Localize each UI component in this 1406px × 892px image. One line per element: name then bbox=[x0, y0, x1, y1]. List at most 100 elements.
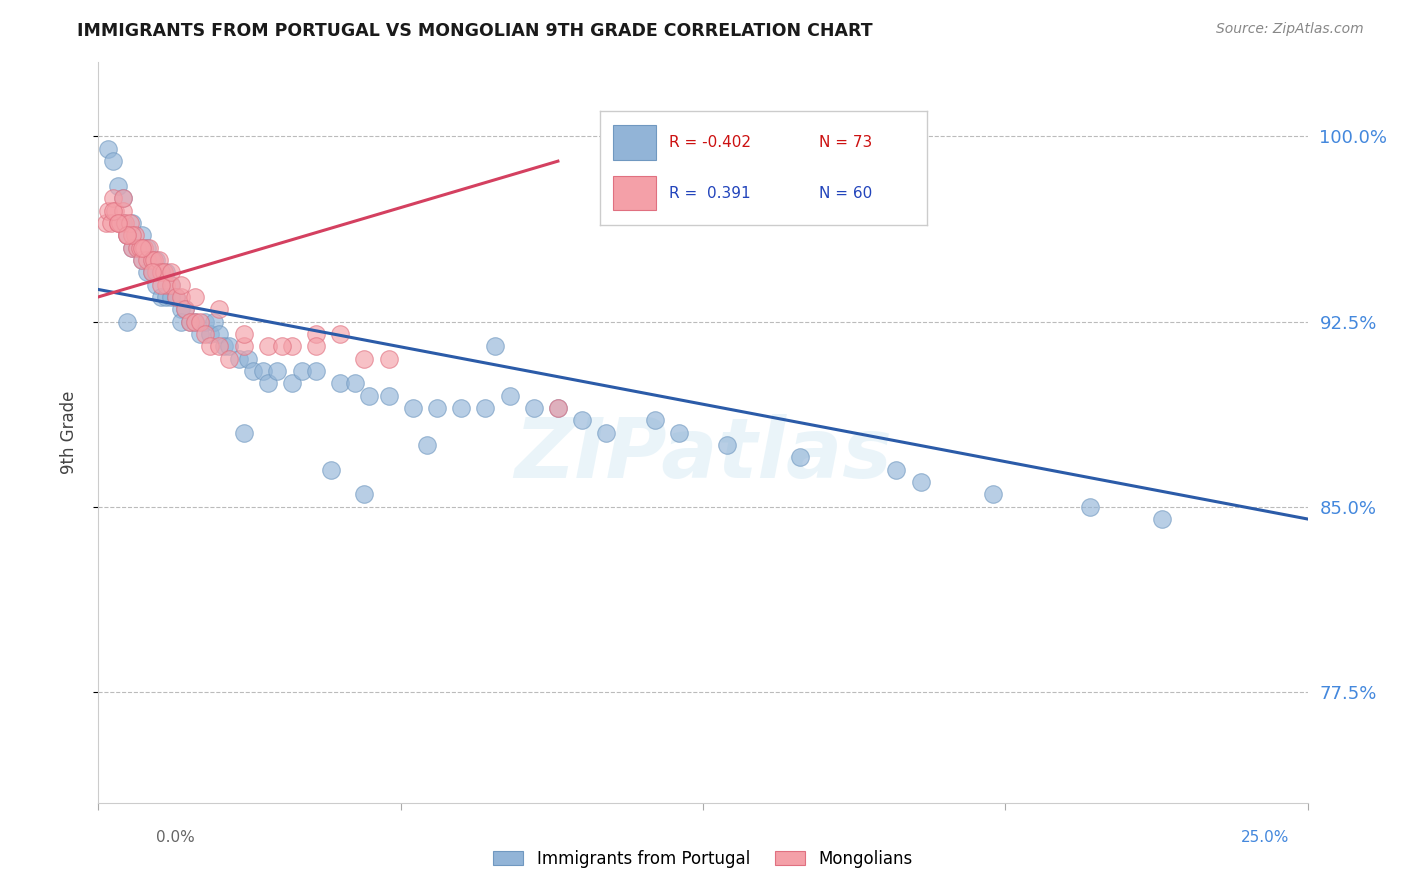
Point bbox=[319, 462, 342, 476]
Point bbox=[232, 326, 254, 341]
Point bbox=[169, 290, 191, 304]
Point bbox=[131, 228, 153, 243]
Point bbox=[155, 265, 177, 279]
Point bbox=[184, 314, 207, 328]
Point bbox=[353, 487, 375, 501]
Point bbox=[104, 203, 127, 218]
Point bbox=[150, 265, 173, 279]
Point bbox=[141, 252, 163, 267]
Point bbox=[1152, 512, 1174, 526]
Text: Source: ZipAtlas.com: Source: ZipAtlas.com bbox=[1216, 22, 1364, 37]
Point bbox=[188, 314, 211, 328]
Point bbox=[121, 228, 143, 243]
Point bbox=[716, 438, 738, 452]
Point bbox=[194, 314, 217, 328]
Point bbox=[135, 252, 157, 267]
Point bbox=[305, 326, 328, 341]
Point bbox=[148, 252, 170, 267]
Point bbox=[117, 314, 139, 328]
Point bbox=[101, 191, 124, 205]
Point bbox=[571, 413, 593, 427]
Point bbox=[160, 265, 183, 279]
Point bbox=[208, 339, 231, 353]
Point bbox=[305, 364, 328, 378]
Point bbox=[343, 376, 366, 391]
Point bbox=[131, 252, 153, 267]
Point bbox=[377, 351, 399, 366]
Point bbox=[145, 265, 167, 279]
Point bbox=[305, 339, 328, 353]
Point bbox=[131, 240, 153, 254]
Point bbox=[160, 277, 183, 292]
Point bbox=[127, 240, 149, 254]
Point bbox=[212, 339, 235, 353]
Point bbox=[426, 401, 449, 415]
Point bbox=[121, 240, 143, 254]
Point bbox=[118, 216, 141, 230]
Point bbox=[290, 364, 312, 378]
Point bbox=[111, 191, 134, 205]
Point bbox=[547, 401, 569, 415]
Point bbox=[121, 216, 143, 230]
Text: IMMIGRANTS FROM PORTUGAL VS MONGOLIAN 9TH GRADE CORRELATION CHART: IMMIGRANTS FROM PORTUGAL VS MONGOLIAN 9T… bbox=[77, 22, 873, 40]
Point bbox=[208, 302, 231, 317]
Point bbox=[359, 388, 381, 402]
Point bbox=[141, 252, 163, 267]
Point bbox=[150, 277, 173, 292]
Point bbox=[124, 228, 146, 243]
Point bbox=[111, 203, 134, 218]
Point bbox=[232, 339, 254, 353]
Legend: Immigrants from Portugal, Mongolians: Immigrants from Portugal, Mongolians bbox=[486, 844, 920, 875]
Point bbox=[595, 425, 617, 440]
Point bbox=[143, 252, 166, 267]
Point bbox=[498, 388, 520, 402]
Point bbox=[281, 376, 304, 391]
Point bbox=[218, 351, 240, 366]
Point bbox=[108, 216, 131, 230]
Point bbox=[484, 339, 506, 353]
Point bbox=[135, 240, 157, 254]
Point bbox=[450, 401, 472, 415]
Point bbox=[169, 277, 191, 292]
Text: ZIPatlas: ZIPatlas bbox=[515, 414, 891, 495]
Point bbox=[174, 302, 197, 317]
Point bbox=[198, 326, 221, 341]
Point bbox=[281, 339, 304, 353]
Point bbox=[107, 216, 129, 230]
Point bbox=[155, 290, 177, 304]
Point bbox=[150, 265, 173, 279]
Point bbox=[474, 401, 496, 415]
Point bbox=[101, 203, 124, 218]
Point bbox=[1078, 500, 1101, 514]
Point bbox=[141, 265, 163, 279]
Point bbox=[886, 462, 908, 476]
Point bbox=[228, 351, 250, 366]
Point bbox=[155, 277, 177, 292]
Point bbox=[179, 314, 201, 328]
Point bbox=[238, 351, 260, 366]
Point bbox=[111, 216, 134, 230]
Point bbox=[117, 228, 139, 243]
Point bbox=[169, 302, 191, 317]
Point bbox=[256, 339, 278, 353]
Point bbox=[353, 351, 375, 366]
Point bbox=[981, 487, 1004, 501]
Point bbox=[198, 339, 221, 353]
Point bbox=[141, 265, 163, 279]
Point bbox=[329, 376, 352, 391]
Point bbox=[107, 178, 129, 193]
Point bbox=[100, 216, 122, 230]
Point bbox=[523, 401, 546, 415]
Point bbox=[111, 191, 134, 205]
Point bbox=[179, 314, 201, 328]
Point bbox=[208, 326, 231, 341]
Point bbox=[169, 314, 191, 328]
Point bbox=[101, 154, 124, 169]
Point bbox=[160, 290, 183, 304]
Point bbox=[97, 142, 120, 156]
Point bbox=[188, 326, 211, 341]
Point bbox=[160, 277, 183, 292]
Point bbox=[131, 252, 153, 267]
Point bbox=[242, 364, 264, 378]
Point bbox=[266, 364, 288, 378]
